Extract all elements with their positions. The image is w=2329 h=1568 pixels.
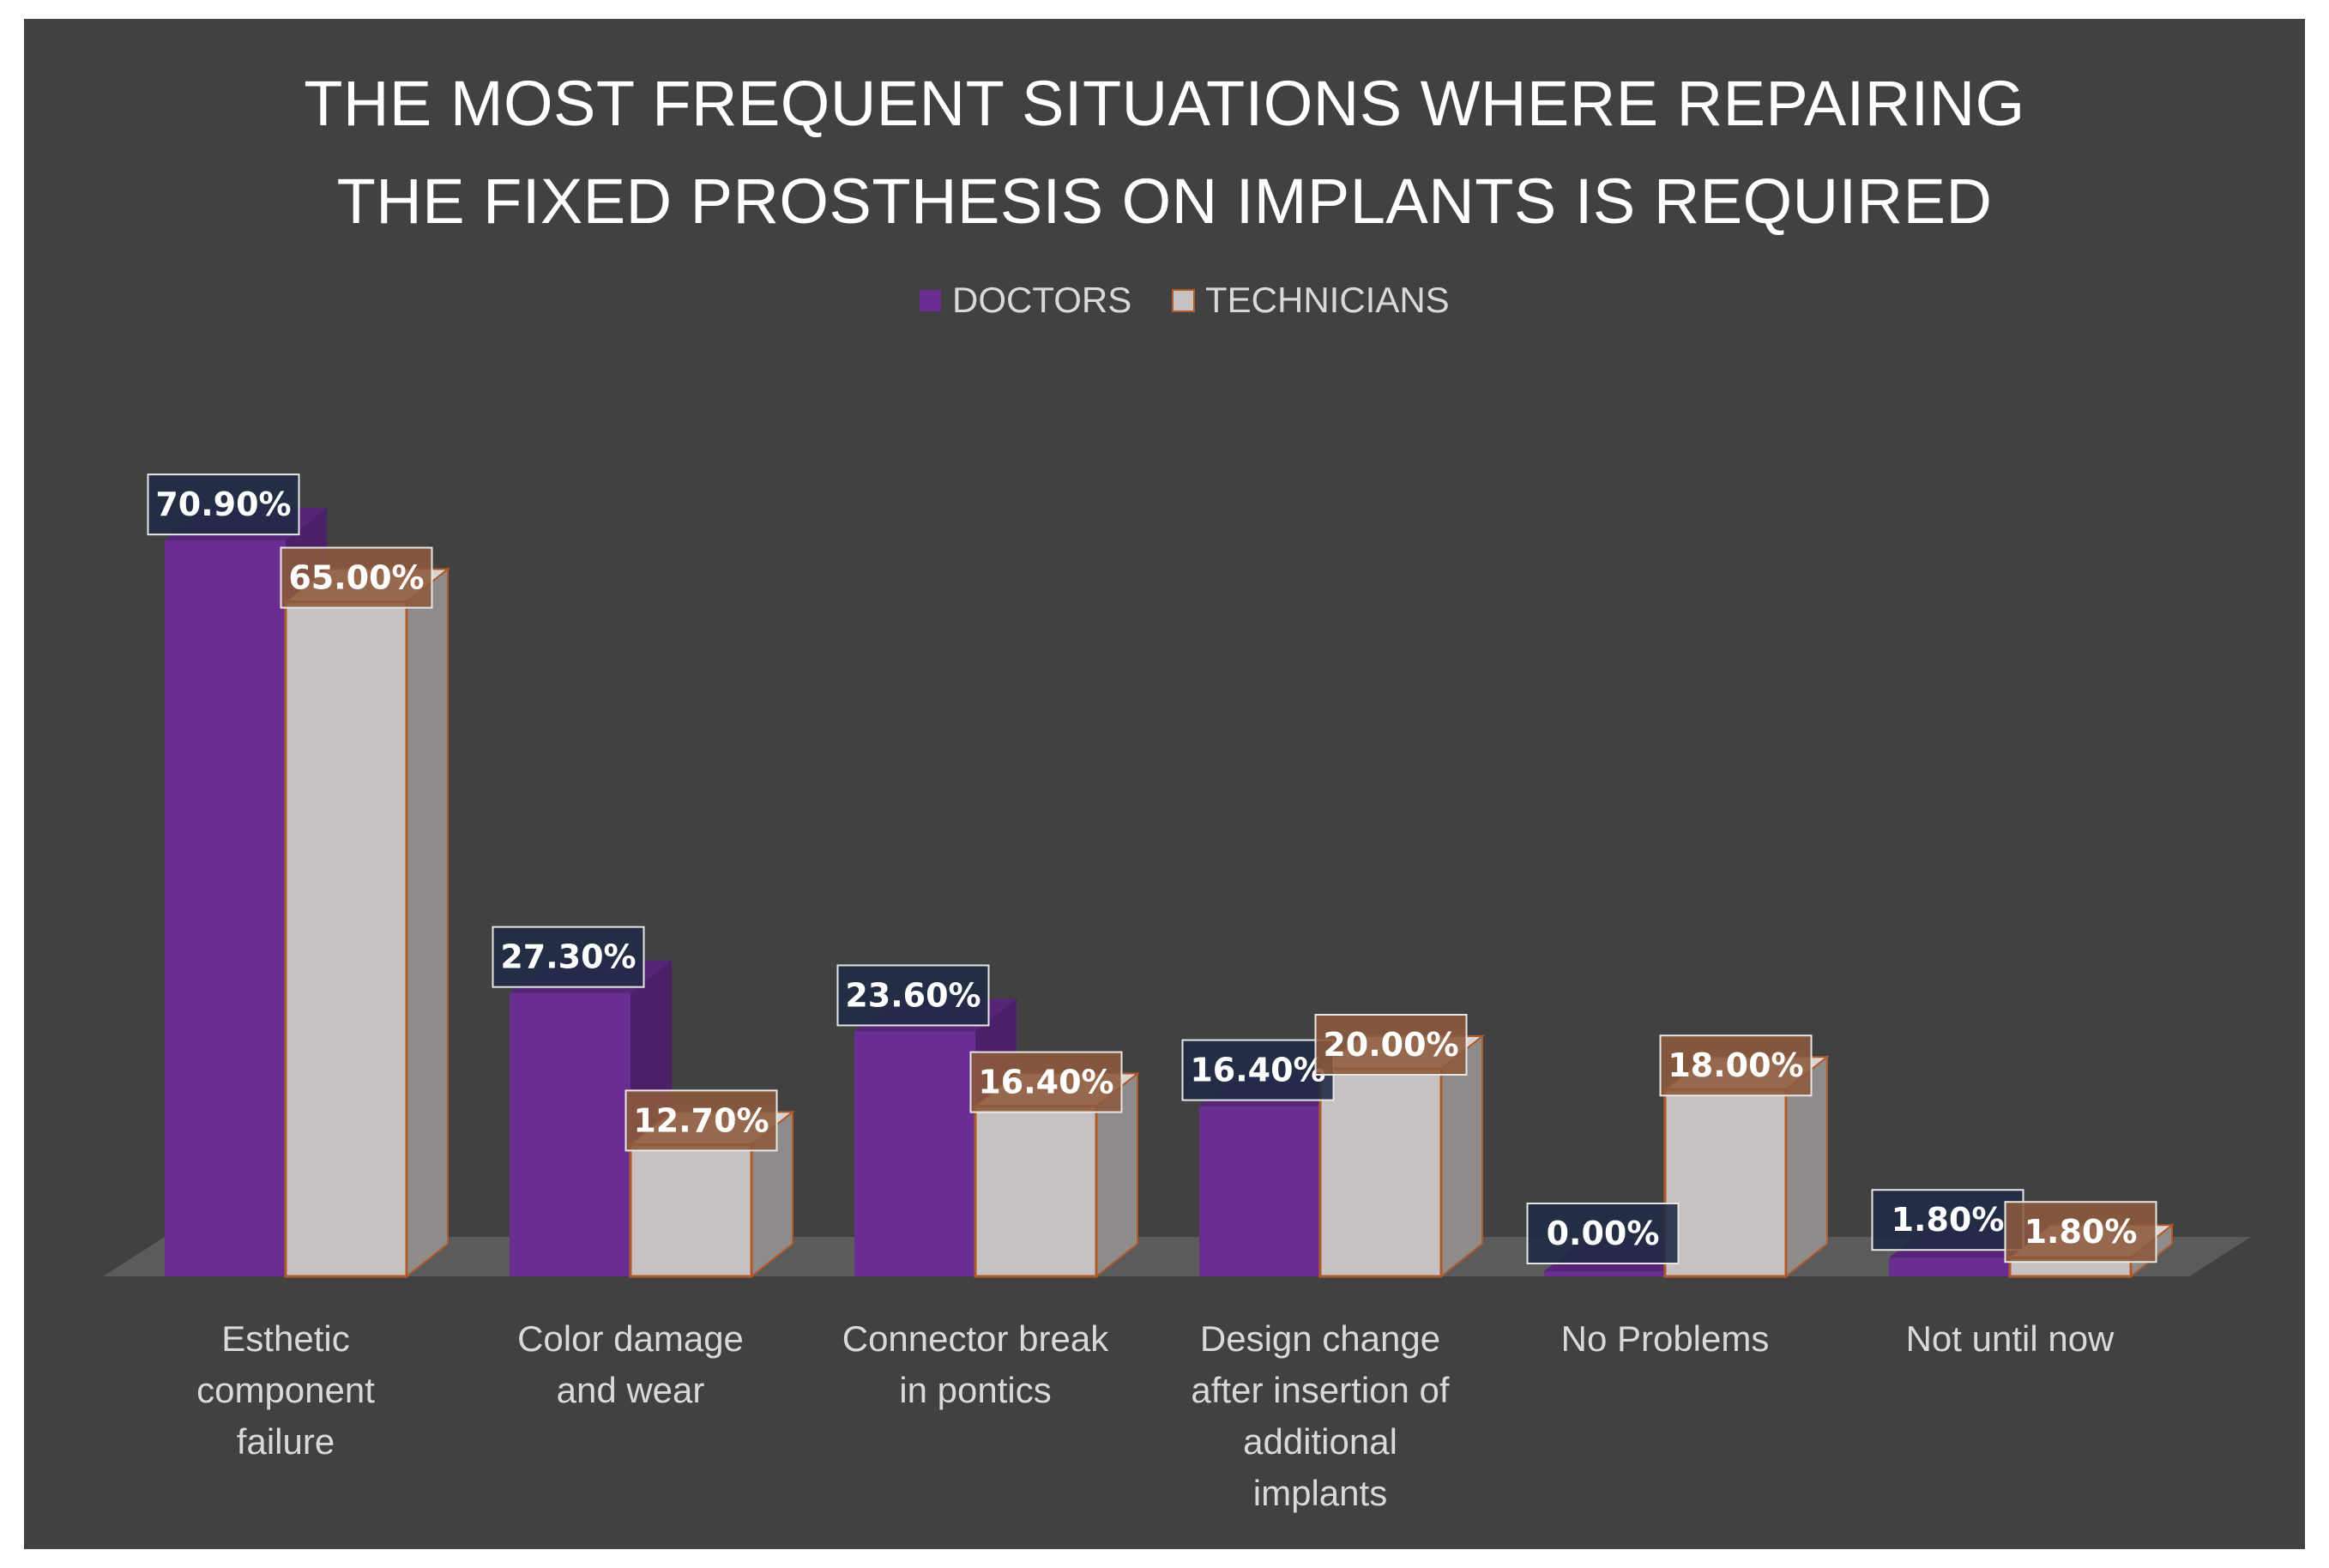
- data-label-box-technicians-0: [280, 546, 433, 609]
- data-label-box-technicians-5: [2004, 1201, 2157, 1263]
- data-label-technicians-4: 18.00%: [1668, 1046, 1803, 1084]
- data-label-doctors-0: 70.90%: [155, 485, 291, 523]
- category-label-line: after insertion of: [1191, 1370, 1449, 1410]
- category-label-line: and wear: [557, 1370, 705, 1410]
- data-label-box-technicians-4: [1659, 1034, 1813, 1097]
- data-label-technicians-3: 20.00%: [1323, 1026, 1458, 1064]
- category-label-5: Not until now: [1906, 1318, 2115, 1359]
- bar-technicians-4: [1663, 1088, 1788, 1278]
- category-label-1: Color damage and wear: [517, 1318, 744, 1410]
- data-label-technicians-0: 65.00%: [288, 559, 424, 597]
- bar-doctors-1: [510, 992, 631, 1276]
- bar-side-technicians-0: [406, 567, 449, 1279]
- category-label-2: Connector break in pontics: [842, 1318, 1110, 1410]
- legend-swatch-doctors: [920, 290, 941, 311]
- data-label-box-doctors-1: [492, 926, 645, 988]
- data-label-box-doctors-0: [147, 473, 300, 536]
- data-label-box-technicians-2: [969, 1051, 1123, 1113]
- category-label-line: Not until now: [1906, 1318, 2115, 1359]
- chart-title: THE MOST FREQUENT SITUATIONS WHERE REPAI…: [24, 55, 2305, 250]
- category-label-line: in pontics: [899, 1370, 1051, 1410]
- data-label-doctors-1: 27.30%: [500, 938, 636, 976]
- bar-technicians-1: [629, 1143, 753, 1278]
- data-label-box-technicians-1: [624, 1089, 778, 1152]
- data-label-doctors-3: 16.40%: [1190, 1052, 1325, 1089]
- chart-title-line-1: THE MOST FREQUENT SITUATIONS WHERE REPAI…: [304, 68, 2025, 139]
- legend-label-technicians: TECHNICIANS: [1205, 280, 1450, 320]
- category-label-line: Connector break: [842, 1318, 1110, 1359]
- data-label-technicians-1: 12.70%: [633, 1101, 769, 1139]
- bar-doctors-0: [165, 540, 286, 1276]
- category-label-line: Design change: [1200, 1318, 1440, 1359]
- data-label-box-doctors-5: [1871, 1189, 2024, 1251]
- category-label-line: implants: [1253, 1473, 1387, 1513]
- bar-technicians-0: [284, 600, 408, 1278]
- data-label-doctors-5: 1.80%: [1892, 1201, 2005, 1239]
- data-label-doctors-4: 0.00%: [1547, 1215, 1660, 1252]
- data-label-doctors-2: 23.60%: [845, 976, 980, 1014]
- category-label-line: Color damage: [517, 1318, 744, 1359]
- data-label-technicians-2: 16.40%: [978, 1064, 1113, 1101]
- category-label-line: No Problems: [1561, 1318, 1770, 1359]
- bar-doctors-5: [1889, 1257, 2010, 1276]
- bar-doctors-3: [1199, 1106, 1320, 1276]
- bar-technicians-3: [1318, 1067, 1443, 1278]
- category-label-line: failure: [237, 1421, 335, 1462]
- data-label-box-doctors-3: [1181, 1039, 1335, 1101]
- category-label-line: component: [196, 1370, 375, 1410]
- legend-label-doctors: DOCTORS: [952, 280, 1131, 320]
- category-label-line: additional: [1243, 1421, 1397, 1462]
- bar-doctors-4: [1544, 1271, 1665, 1276]
- bar-doctors-2: [854, 1031, 975, 1276]
- data-label-box-doctors-2: [836, 964, 990, 1027]
- legend-swatch-technicians: [1172, 289, 1195, 312]
- category-label-3: Design change after insertion of additiona…: [1191, 1318, 1449, 1513]
- data-label-box-doctors-4: [1526, 1203, 1680, 1264]
- bar-technicians-2: [974, 1105, 1098, 1278]
- category-label-0: Esthetic component failure: [196, 1318, 375, 1462]
- data-label-box-technicians-3: [1314, 1014, 1468, 1076]
- category-label-line: Esthetic: [221, 1318, 349, 1359]
- data-label-technicians-5: 1.80%: [2024, 1213, 2138, 1251]
- category-label-4: No Problems: [1561, 1318, 1770, 1359]
- chart-title-line-2: THE FIXED PROSTHESIS ON IMPLANTS IS REQU…: [336, 166, 1993, 237]
